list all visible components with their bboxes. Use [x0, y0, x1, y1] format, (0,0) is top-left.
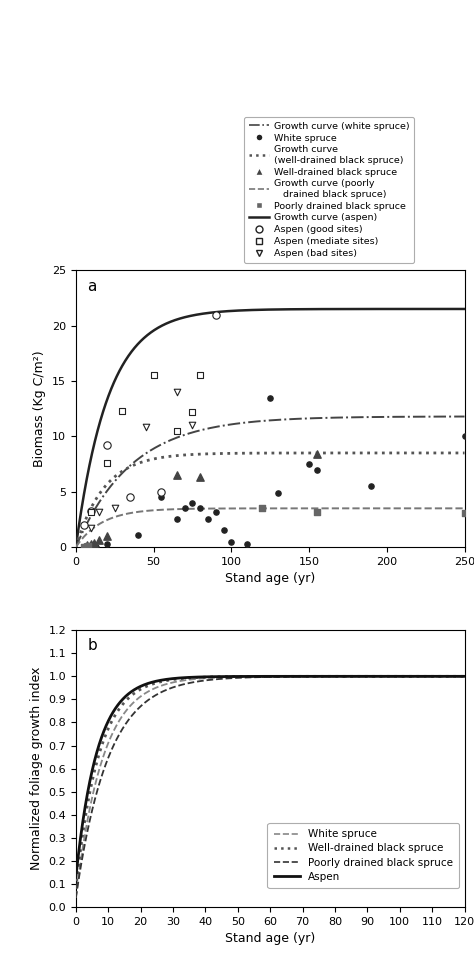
Point — [91, 535, 98, 550]
Point — [142, 420, 150, 435]
Point — [103, 528, 111, 543]
Point — [196, 501, 204, 516]
Point — [118, 403, 126, 419]
Point — [189, 495, 196, 510]
Point — [189, 404, 196, 420]
Y-axis label: Biomass (Kg C/m²): Biomass (Kg C/m²) — [34, 350, 46, 467]
Point — [84, 538, 92, 554]
Point — [127, 489, 134, 505]
Point — [83, 538, 91, 553]
Point — [157, 489, 165, 505]
Point — [173, 423, 181, 438]
Point — [157, 484, 165, 500]
Point — [103, 437, 111, 453]
Text: b: b — [88, 639, 97, 653]
Point — [88, 504, 95, 519]
Point — [313, 504, 320, 519]
Text: a: a — [88, 279, 97, 293]
Point — [259, 501, 266, 516]
Point — [189, 418, 196, 433]
Point — [313, 462, 320, 478]
Point — [212, 307, 219, 322]
Point — [92, 538, 100, 554]
Point — [95, 533, 103, 548]
Point — [103, 537, 111, 552]
X-axis label: Stand age (yr): Stand age (yr) — [225, 932, 315, 946]
Point — [80, 517, 87, 533]
Point — [196, 470, 204, 485]
Point — [103, 455, 111, 471]
Point — [80, 538, 87, 554]
Legend: Growth curve (white spruce), White spruce, Growth curve
(well-drained black spru: Growth curve (white spruce), White spruc… — [244, 117, 414, 262]
Point — [367, 479, 375, 494]
Point — [181, 501, 189, 516]
Point — [173, 384, 181, 400]
Point — [88, 503, 95, 518]
Point — [150, 368, 157, 383]
Point — [243, 537, 251, 552]
Point — [88, 538, 95, 553]
Point — [313, 447, 320, 462]
Point — [274, 485, 282, 501]
Point — [80, 538, 87, 554]
Point — [220, 523, 228, 538]
Point — [461, 505, 468, 520]
Point — [111, 501, 118, 516]
Point — [212, 504, 219, 519]
Point — [266, 390, 274, 405]
Point — [134, 527, 142, 542]
Point — [95, 504, 103, 519]
Point — [228, 534, 235, 549]
Point — [305, 456, 313, 472]
Point — [88, 537, 95, 552]
Point — [173, 467, 181, 482]
Point — [461, 428, 468, 444]
Y-axis label: Normalized foliage growth index: Normalized foliage growth index — [30, 667, 43, 870]
Legend: White spruce, Well-drained black spruce, Poorly drained black spruce, Aspen: White spruce, Well-drained black spruce,… — [267, 823, 459, 888]
Point — [196, 368, 204, 383]
X-axis label: Stand age (yr): Stand age (yr) — [225, 572, 315, 586]
Point — [204, 511, 212, 527]
Point — [84, 538, 92, 554]
Point — [88, 520, 95, 536]
Point — [173, 511, 181, 527]
Point — [80, 538, 87, 554]
